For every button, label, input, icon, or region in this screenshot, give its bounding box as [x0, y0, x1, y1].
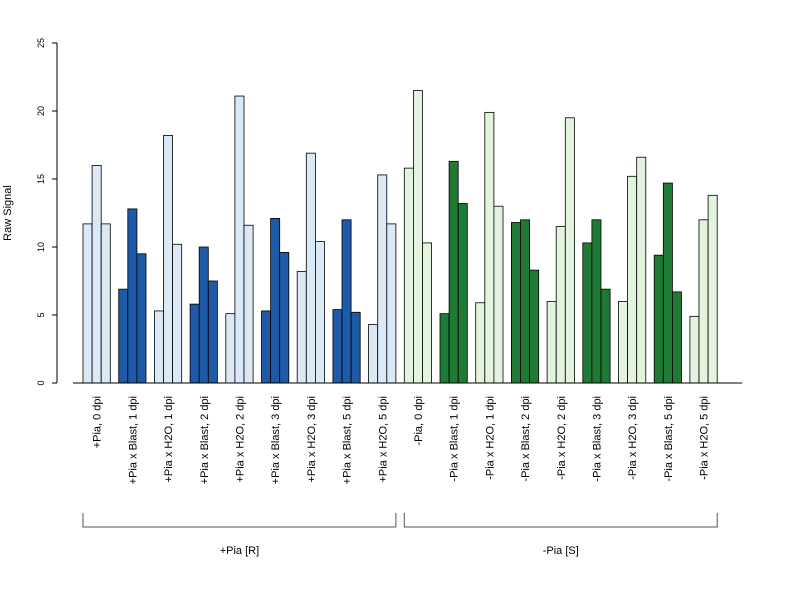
bar — [582, 242, 593, 384]
bar — [172, 243, 183, 384]
bar — [332, 309, 343, 384]
x-tick-label: +Pia x Blast, 5 dpi — [342, 396, 354, 484]
bar — [627, 175, 638, 384]
y-tick-label: 10 — [36, 242, 46, 252]
bar — [100, 223, 111, 384]
bar — [136, 253, 147, 384]
bar — [153, 310, 164, 384]
bar — [243, 224, 254, 384]
bar — [314, 241, 325, 384]
bar — [475, 302, 486, 384]
bar — [448, 160, 459, 384]
y-tick-label: 20 — [36, 106, 46, 116]
bars — [82, 90, 718, 384]
x-tick-label: -Pia x H2O, 2 dpi — [556, 396, 568, 480]
bar — [689, 315, 700, 384]
bar — [350, 311, 361, 384]
bar — [564, 117, 575, 384]
bar — [520, 219, 531, 384]
y-axis-label: Raw Signal — [2, 185, 14, 241]
x-tick-label: -Pia, 0 dpi — [413, 396, 425, 446]
bar — [234, 95, 245, 384]
x-tick-label: -Pia x Blast, 1 dpi — [449, 396, 461, 482]
bar — [305, 152, 316, 384]
bar — [377, 174, 388, 384]
y-tick-label: 5 — [36, 312, 46, 317]
bar — [341, 219, 352, 384]
x-tick-label: +Pia x Blast, 2 dpi — [199, 396, 211, 484]
x-tick-label: -Pia x Blast, 5 dpi — [663, 396, 675, 482]
bar — [636, 156, 647, 384]
bar — [296, 271, 307, 384]
bar — [457, 203, 468, 384]
x-tick-label: -Pia x Blast, 3 dpi — [591, 396, 603, 482]
bar — [118, 288, 129, 384]
bar — [546, 300, 557, 384]
x-tick-label: +Pia x H2O, 1 dpi — [163, 396, 175, 483]
bar — [127, 208, 138, 384]
bar — [439, 313, 450, 384]
bar — [510, 222, 521, 384]
y-tick-label: 25 — [36, 38, 46, 48]
bar — [600, 288, 611, 384]
bar — [225, 313, 236, 384]
bar — [662, 182, 673, 384]
x-tick-label: +Pia, 0 dpi — [92, 396, 104, 448]
x-tick-label: +Pia x H2O, 5 dpi — [377, 396, 389, 483]
group-brackets: +Pia [R] -Pia [S] — [82, 513, 718, 557]
x-tick-label: +Pia x Blast, 1 dpi — [127, 396, 139, 484]
bar — [91, 164, 102, 384]
group-bracket — [82, 513, 397, 528]
x-tick-label: -Pia x H2O, 3 dpi — [627, 396, 639, 480]
bar — [529, 269, 540, 384]
bar — [591, 219, 602, 384]
bar — [403, 167, 414, 384]
group-label: +Pia [R] — [220, 545, 259, 557]
group-bracket — [403, 513, 718, 528]
bar — [82, 223, 93, 384]
bar — [279, 252, 290, 384]
group-label: -Pia [S] — [543, 545, 579, 557]
bar — [555, 226, 566, 384]
x-tick-label: +Pia x H2O, 2 dpi — [234, 396, 246, 483]
x-axis-labels: +Pia, 0 dpi +Pia x Blast, 1 dpi +Pia x H2O… — [92, 396, 711, 484]
x-tick-label: -Pia x H2O, 5 dpi — [699, 396, 711, 480]
bar — [653, 254, 664, 384]
x-tick-label: -Pia x H2O, 1 dpi — [484, 396, 496, 480]
bar — [163, 135, 174, 384]
bar — [412, 90, 423, 384]
y-tick-label: 0 — [36, 380, 46, 385]
bar — [672, 291, 682, 384]
y-tick-label: 15 — [36, 174, 46, 184]
bar — [707, 194, 718, 384]
bar — [368, 324, 379, 384]
bar — [198, 246, 209, 384]
bar — [422, 242, 433, 384]
bar — [189, 303, 200, 384]
bar — [207, 280, 218, 384]
x-tick-label: +Pia x H2O, 3 dpi — [306, 396, 318, 483]
x-tick-label: +Pia x Blast, 3 dpi — [270, 396, 282, 484]
bar — [261, 310, 272, 384]
x-tick-label: -Pia x Blast, 2 dpi — [520, 396, 532, 482]
bar — [618, 300, 629, 384]
bar — [484, 111, 495, 384]
bar — [386, 223, 397, 384]
bar — [698, 219, 709, 384]
y-axis: 0 5 10 15 20 25 — [36, 38, 58, 386]
bar — [270, 218, 281, 384]
bar — [493, 205, 504, 384]
